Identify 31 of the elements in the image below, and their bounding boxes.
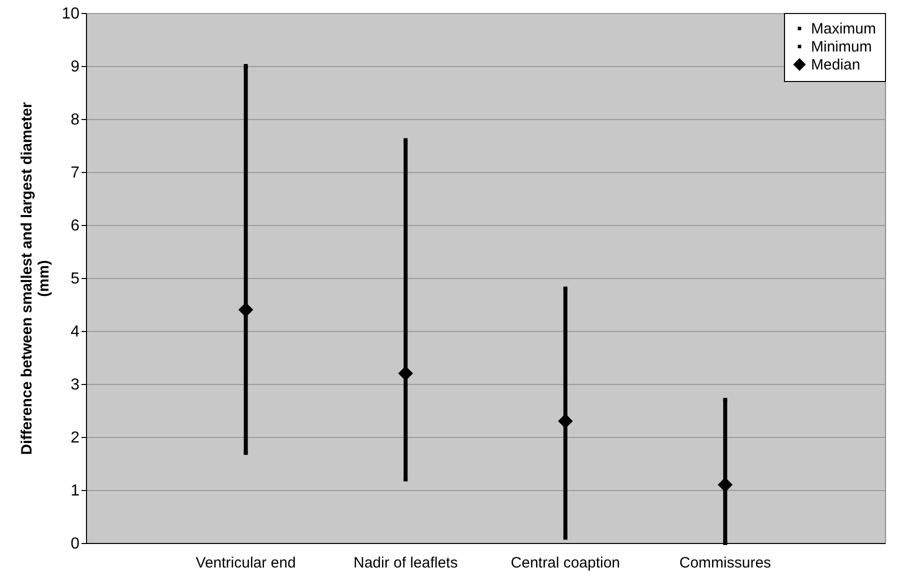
x-tick-label: Nadir of leaflets	[353, 554, 458, 572]
y-tick-label: 9	[70, 58, 80, 76]
y-tick-label: 2	[70, 430, 80, 446]
x-tick-label: Commissures	[679, 554, 772, 572]
legend-label: Median	[811, 56, 860, 74]
y-tick-label: 8	[70, 112, 80, 128]
y-tick-label: 7	[70, 164, 80, 182]
point	[563, 286, 568, 291]
y-tick-label: 0	[70, 536, 80, 552]
y-tick-label: 10	[62, 6, 80, 22]
point	[723, 541, 728, 545]
y-tick-label: 4	[70, 324, 80, 340]
point	[563, 536, 568, 540]
point	[244, 64, 248, 68]
point	[723, 398, 728, 402]
y-tick-label: 5	[70, 270, 80, 288]
point	[718, 477, 733, 492]
y-axis-title: Difference between smallest and largest diameter (mm)	[18, 102, 53, 455]
x-tick-label: Ventricular end	[196, 554, 296, 572]
point	[398, 366, 414, 381]
point	[558, 414, 573, 429]
legend-label: Minimum	[811, 38, 872, 56]
y-tick-label: 1	[70, 482, 80, 500]
point	[404, 138, 408, 142]
y-tick-label: 6	[70, 218, 80, 234]
x-tick-label: Central coaption	[510, 554, 620, 572]
y-tick-label: 3	[70, 376, 80, 394]
point	[238, 302, 254, 318]
legend-label: Maximum	[811, 20, 876, 38]
point	[244, 450, 248, 455]
point	[404, 477, 408, 482]
